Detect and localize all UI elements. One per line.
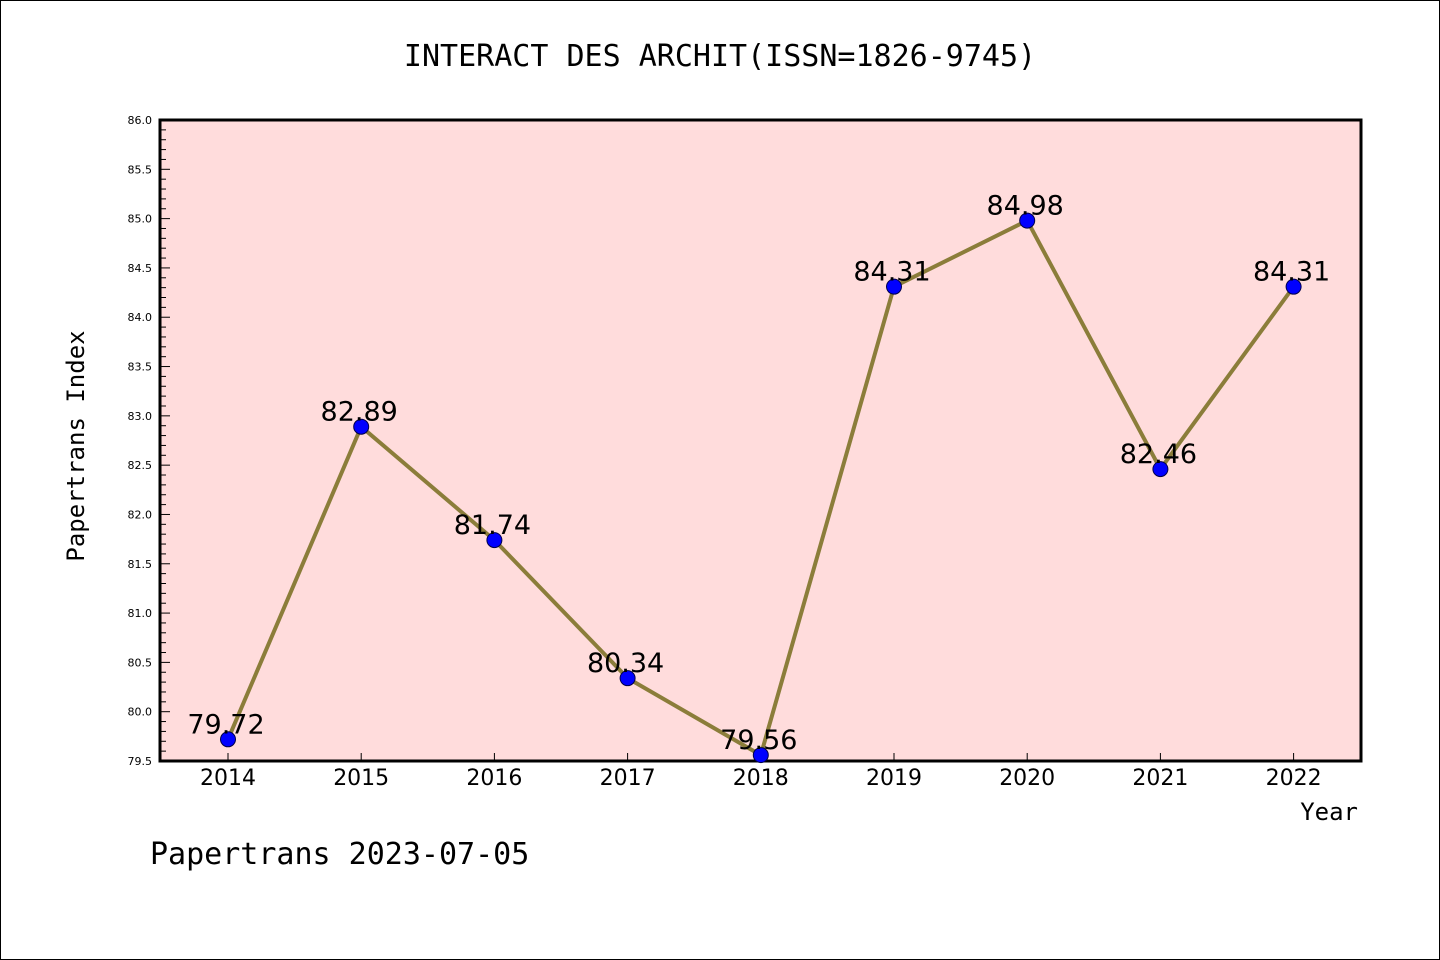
data-label: 79.72: [187, 709, 264, 740]
y-axis-label: Papertrans Index: [62, 330, 90, 561]
data-label: 81.74: [454, 510, 531, 541]
y-tick-label: 82.0: [128, 508, 153, 521]
data-point: [1019, 212, 1036, 229]
x-tick-label: 2016: [466, 766, 522, 791]
data-label: 79.56: [720, 725, 797, 756]
data-label: 82.46: [1120, 439, 1197, 470]
data-label: 84.98: [987, 191, 1064, 222]
y-tick-label: 81.0: [128, 607, 153, 620]
plot-area: [158, 118, 1363, 763]
x-tick-label: 2015: [333, 766, 389, 791]
y-tick-label: 83.0: [128, 410, 153, 423]
data-labels: 79.72 82.89 81.74 80.34 79.56 84.31 84.98 82.46…: [187, 191, 1330, 756]
data-point: [353, 418, 370, 435]
data-point: [886, 278, 902, 295]
data-label: 84.31: [853, 257, 930, 288]
footer-text: Papertrans 2023-07-05: [150, 837, 529, 872]
data-label: 84.31: [1253, 257, 1330, 288]
y-tick-label: 85.5: [128, 163, 153, 176]
data-point: [619, 670, 636, 687]
y-tick-label: 84.0: [128, 311, 153, 324]
y-tick-label: 82.5: [128, 459, 153, 472]
data-point: [486, 532, 503, 549]
x-tick-label: 2019: [866, 766, 922, 791]
y-tick-label: 79.5: [128, 755, 153, 768]
x-tick-label: 2020: [999, 766, 1055, 791]
markers: [220, 212, 1302, 764]
data-label: 80.34: [587, 648, 664, 679]
data-label: 82.89: [321, 397, 398, 428]
data-point: [1285, 278, 1302, 295]
y-tick-label: 83.5: [128, 361, 153, 374]
data-point: [1152, 461, 1169, 478]
x-tick-label: 2017: [600, 766, 656, 791]
y-tick-label: 84.5: [128, 262, 153, 275]
y-tick-label: 80.5: [128, 656, 153, 669]
y-tick-label: 81.5: [128, 558, 153, 571]
y-tick-label: 80.0: [128, 706, 153, 719]
chart-title: INTERACT DES ARCHIT(ISSN=1826-9745): [404, 39, 1036, 74]
x-axis: 2014 2015 2016 2017 2018 2019 2020 2021 2022: [200, 753, 1322, 791]
y-tick-label: 86.0: [128, 114, 153, 127]
x-axis-label: Year: [1300, 798, 1358, 826]
y-tick-label: 85.0: [128, 213, 153, 226]
x-tick-label: 2022: [1266, 766, 1322, 791]
data-point: [752, 747, 769, 764]
x-tick-label: 2021: [1132, 766, 1188, 791]
data-point: [220, 731, 236, 748]
y-axis: 79.5 80.0 80.5 81.0 81.5 82.0 82.5 83.0 83.5 84.0…: [128, 114, 170, 768]
x-tick-label: 2018: [733, 766, 789, 791]
x-tick-label: 2014: [200, 766, 256, 791]
